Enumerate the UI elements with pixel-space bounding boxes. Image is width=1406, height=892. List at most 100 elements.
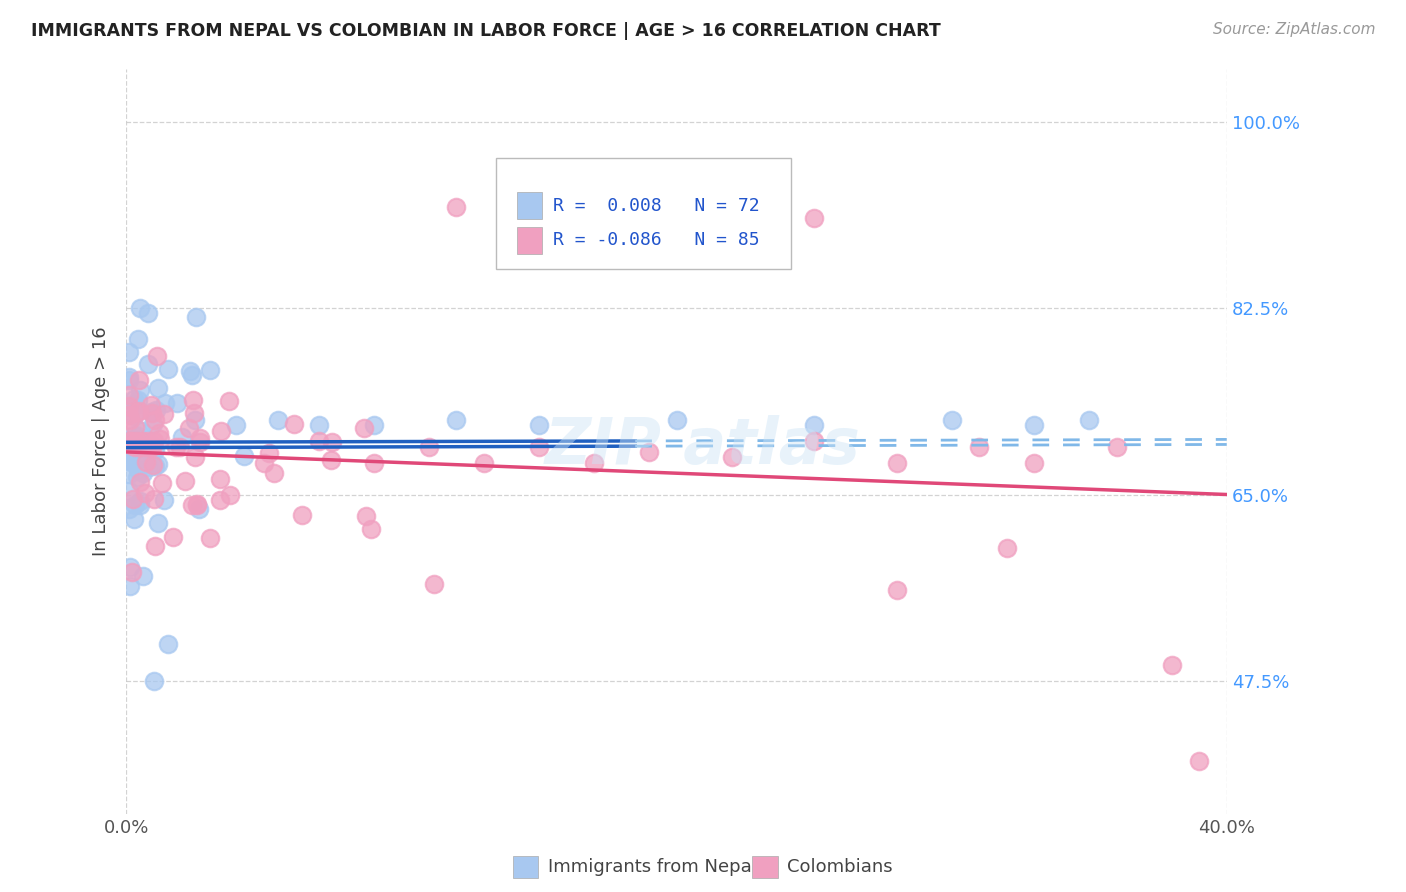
Point — [179, 363, 201, 377]
Point — [156, 637, 179, 651]
Point — [291, 508, 314, 522]
Point — [127, 332, 149, 346]
Point — [190, 431, 212, 445]
Point — [232, 449, 254, 463]
Point — [128, 373, 150, 387]
Point — [169, 440, 191, 454]
Point — [183, 406, 205, 420]
Point — [118, 502, 141, 516]
Point — [118, 434, 141, 449]
Point — [127, 392, 149, 407]
Point — [418, 440, 440, 454]
Point — [129, 425, 152, 439]
Point — [148, 516, 170, 530]
Point — [127, 405, 149, 419]
Point — [122, 433, 145, 447]
Point — [360, 522, 382, 536]
Point — [181, 368, 204, 382]
Point — [118, 559, 141, 574]
Point — [135, 440, 157, 454]
Point — [118, 409, 141, 423]
Point — [136, 434, 159, 449]
Point — [184, 413, 207, 427]
Point — [181, 392, 204, 407]
Point — [166, 396, 188, 410]
Point — [177, 421, 200, 435]
Point — [995, 541, 1018, 555]
Point — [142, 417, 165, 431]
Point — [132, 466, 155, 480]
Point — [127, 429, 149, 443]
Point — [165, 440, 187, 454]
Point — [127, 434, 149, 449]
Point — [1024, 456, 1046, 470]
Point — [134, 485, 156, 500]
Point — [129, 450, 152, 465]
Point — [146, 381, 169, 395]
Point — [120, 434, 142, 448]
Point — [186, 498, 208, 512]
Point — [1160, 657, 1182, 672]
Point — [446, 200, 468, 214]
Point — [143, 459, 166, 474]
Text: R =  0.008   N = 72: R = 0.008 N = 72 — [554, 196, 759, 214]
Point — [131, 569, 153, 583]
Point — [118, 578, 141, 592]
Point — [145, 349, 167, 363]
Point — [135, 455, 157, 469]
Point — [665, 413, 688, 427]
Point — [118, 484, 141, 499]
Point — [170, 429, 193, 443]
Point — [118, 344, 141, 359]
Point — [128, 403, 150, 417]
Point — [136, 357, 159, 371]
Point — [225, 418, 247, 433]
Point — [363, 418, 385, 433]
Point — [150, 475, 173, 490]
Point — [128, 475, 150, 490]
Point — [186, 497, 208, 511]
Point — [208, 493, 231, 508]
Point — [149, 432, 172, 446]
Point — [145, 443, 167, 458]
Point — [208, 472, 231, 486]
Point — [128, 498, 150, 512]
Text: Immigrants from Nepal: Immigrants from Nepal — [548, 858, 758, 876]
Point — [187, 501, 209, 516]
Point — [129, 384, 152, 398]
Point — [190, 435, 212, 450]
Text: Colombians: Colombians — [787, 858, 893, 876]
Point — [184, 310, 207, 324]
Point — [118, 373, 141, 387]
Point — [145, 403, 167, 417]
Point — [124, 420, 146, 434]
Point — [184, 450, 207, 464]
Point — [121, 566, 143, 580]
Point — [148, 426, 170, 441]
Point — [118, 467, 141, 482]
Point — [121, 434, 143, 449]
Point — [803, 418, 825, 433]
Point — [803, 434, 825, 449]
Point — [143, 413, 166, 427]
Text: Source: ZipAtlas.com: Source: ZipAtlas.com — [1212, 22, 1375, 37]
Point — [142, 434, 165, 449]
Point — [321, 434, 343, 449]
Point — [141, 406, 163, 420]
Point — [129, 301, 152, 315]
Point — [136, 306, 159, 320]
Point — [153, 396, 176, 410]
Point — [308, 418, 330, 433]
Point — [257, 445, 280, 459]
Point — [124, 428, 146, 442]
Point — [125, 469, 148, 483]
Point — [118, 447, 141, 461]
Point — [124, 498, 146, 512]
Text: ZIP atlas: ZIP atlas — [546, 415, 860, 477]
Point — [200, 362, 222, 376]
Point — [132, 434, 155, 449]
Point — [1105, 440, 1128, 454]
Point — [720, 450, 742, 465]
Point — [143, 539, 166, 553]
Text: IMMIGRANTS FROM NEPAL VS COLOMBIAN IN LABOR FORCE | AGE > 16 CORRELATION CHART: IMMIGRANTS FROM NEPAL VS COLOMBIAN IN LA… — [31, 22, 941, 40]
